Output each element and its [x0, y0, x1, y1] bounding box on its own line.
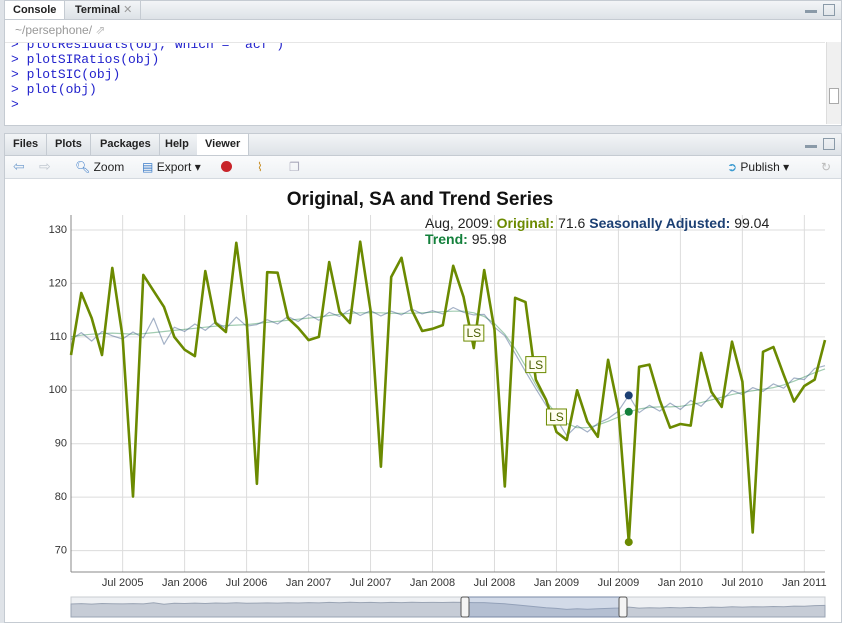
zoom-button[interactable]: 🔍︎ Zoom: [75, 160, 125, 174]
maximize-button[interactable]: [823, 4, 835, 16]
x-tick-label: Jul 2005: [102, 577, 144, 589]
x-tick-label: Jan 2008: [410, 577, 455, 589]
console-line: > plotSIRatios(obj): [11, 52, 284, 67]
console-output: > plotResiduals(obj, which = "acf") > plo…: [5, 42, 825, 125]
x-tick-label: Jul 2009: [598, 577, 640, 589]
highlight-dot: [624, 407, 633, 416]
x-tick-label: Jul 2007: [350, 577, 392, 589]
prompt: >: [11, 82, 19, 97]
series-line: [69, 240, 827, 544]
highlight-dot: [624, 538, 633, 547]
y-tick-label: 80: [55, 491, 67, 503]
chart-title: Original, SA and Trend Series: [287, 189, 553, 210]
legend-date: Aug, 2009: [425, 215, 493, 231]
popout-button[interactable]: ❐: [289, 160, 300, 174]
y-tick-label: 110: [49, 331, 67, 343]
viewer-tab[interactable]: Help: [157, 134, 198, 155]
scroll-thumb[interactable]: [829, 88, 839, 104]
legend-value: 99.04: [734, 215, 770, 231]
clear-button[interactable]: [221, 161, 232, 172]
legend-name: Seasonally Adjusted: [589, 215, 730, 231]
range-handle[interactable]: [460, 596, 470, 618]
console-line: > plot(obj): [11, 82, 284, 97]
x-tick-label: Jan 2006: [162, 577, 207, 589]
annotation-text: LS: [466, 326, 481, 340]
legend: Aug, 2009 Original 71.6 Seasonally Adjus…: [425, 215, 825, 247]
prompt: >: [11, 52, 19, 67]
x-tick-label: Jan 2009: [534, 577, 579, 589]
x-tick-label: Jul 2008: [474, 577, 516, 589]
y-tick-label: 70: [55, 545, 67, 557]
chart: Original, SA and Trend Series 70 80 90 100 1…: [49, 189, 827, 618]
broom-button[interactable]: ⌇: [257, 160, 263, 174]
series-line: [70, 310, 826, 429]
x-tick-label: Jan 2010: [658, 577, 703, 589]
y-tick-label: 120: [49, 277, 67, 289]
x-tick-label: Jul 2006: [226, 577, 268, 589]
console-lines: > plotResiduals(obj, which = "acf") > plo…: [11, 42, 285, 112]
forward-button[interactable]: ⇨: [39, 158, 51, 174]
console-tab[interactable]: Console: [5, 1, 66, 19]
legend-value: 95.98: [471, 231, 507, 247]
command: plot(obj): [26, 82, 97, 97]
command: plotResiduals(obj, which = "acf"): [26, 42, 285, 52]
viewer-tabbar: Files Plots Packages Help Viewer: [5, 134, 841, 156]
export-label: Export: [156, 160, 192, 174]
publish-button[interactable]: ➲ Publish ▾: [727, 160, 790, 174]
path-text: ~/persephone/: [15, 23, 93, 37]
prompt: >: [11, 67, 19, 82]
back-button[interactable]: ⇦: [13, 158, 25, 174]
annotation-text: LS: [549, 410, 564, 424]
console-line: >: [11, 97, 284, 112]
zoom-label: Zoom: [93, 160, 125, 174]
console-pane: Console Terminal ✕ ~/persephone/ ⇗ > plo…: [4, 0, 842, 126]
prompt: >: [11, 97, 19, 112]
viewer-toolbar: ⇦ ⇨ 🔍︎ Zoom ▤ Export ▾ ⌇ ❐ ➲ Publish ▾ ↻: [5, 156, 841, 179]
x-tick-label: Jan 2011: [782, 577, 826, 589]
terminal-tab-label: Terminal: [75, 4, 121, 16]
annotation-box: [545, 408, 567, 426]
minimize-button[interactable]: [805, 145, 817, 148]
range-window: [464, 596, 624, 618]
legend-value: 71.6: [558, 215, 586, 231]
terminal-tab[interactable]: Terminal ✕: [67, 1, 142, 19]
x-tick-label: Jan 2007: [286, 577, 331, 589]
series-line: [70, 306, 826, 437]
command: plotSIRatios(obj): [26, 52, 160, 67]
annotation-box: [463, 324, 485, 342]
highlight-dot: [624, 391, 633, 400]
console-scrollbar[interactable]: [826, 42, 841, 124]
viewer-tab[interactable]: Packages: [92, 134, 160, 155]
y-tick-label: 100: [49, 384, 67, 396]
viewer-tab[interactable]: Viewer: [197, 134, 250, 155]
viewer-tab[interactable]: Plots: [47, 134, 91, 155]
console-tabbar: Console Terminal ✕: [5, 1, 841, 20]
export-button[interactable]: ▤ Export ▾: [142, 160, 201, 174]
y-tick-label: 90: [55, 438, 67, 450]
publish-label: Publish: [740, 160, 780, 174]
maximize-button[interactable]: [823, 138, 835, 150]
legend-name: Trend: [425, 231, 468, 247]
annotation-box: [525, 356, 547, 374]
plot-area: [71, 215, 825, 572]
viewer-tab[interactable]: Files: [5, 134, 48, 155]
console-line: > plotSIC(obj): [11, 67, 284, 82]
minimize-button[interactable]: [805, 10, 817, 13]
refresh-button[interactable]: ↻: [821, 160, 832, 174]
console-line: > plotResiduals(obj, which = "acf"): [11, 42, 285, 52]
working-directory: ~/persephone/ ⇗: [15, 23, 106, 37]
legend-name: Original: [497, 215, 555, 231]
range-handle[interactable]: [618, 596, 628, 618]
prompt: >: [11, 42, 19, 52]
x-tick-label: Jul 2010: [722, 577, 764, 589]
y-tick-label: 130: [49, 224, 67, 236]
command: plotSIC(obj): [26, 67, 121, 82]
annotation-text: LS: [528, 358, 543, 372]
